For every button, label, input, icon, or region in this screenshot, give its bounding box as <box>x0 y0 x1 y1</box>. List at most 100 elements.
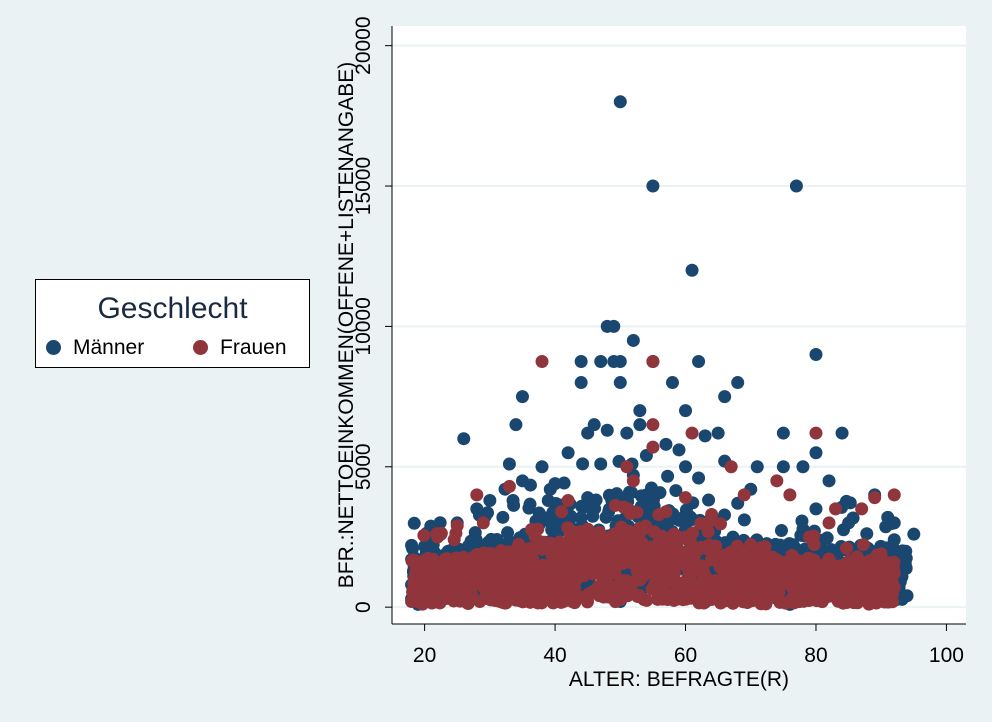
data-points <box>405 95 921 611</box>
point-maenner <box>750 460 764 474</box>
point-frauen <box>776 575 790 589</box>
point-frauen <box>409 555 423 569</box>
point-frauen <box>608 595 622 609</box>
point-maenner <box>661 469 675 483</box>
point-frauen <box>433 571 447 585</box>
point-frauen <box>802 530 816 544</box>
point-frauen <box>427 589 441 603</box>
y-tick-label: 0 <box>352 601 375 613</box>
point-frauen <box>659 505 673 519</box>
point-frauen <box>620 575 634 589</box>
point-frauen <box>783 488 797 502</box>
point-frauen <box>874 547 888 561</box>
point-maenner <box>669 484 683 498</box>
point-frauen <box>721 567 735 581</box>
point-maenner <box>679 404 693 418</box>
point-maenner <box>822 474 836 488</box>
point-maenner <box>692 354 706 368</box>
point-frauen <box>450 519 464 533</box>
point-maenner <box>809 502 823 516</box>
point-maenner <box>646 179 660 193</box>
point-frauen <box>648 582 662 596</box>
point-maenner <box>483 493 497 507</box>
point-maenner <box>887 533 901 547</box>
point-maenner <box>507 498 521 512</box>
point-maenner <box>581 491 595 505</box>
point-maenner <box>626 333 640 347</box>
point-frauen <box>630 505 644 519</box>
point-maenner <box>588 502 602 516</box>
point-frauen <box>502 479 516 493</box>
point-maenner <box>672 443 686 457</box>
x-axis-label: ALTER: BEFRAGTE(R) <box>569 668 789 691</box>
point-maenner <box>576 457 590 471</box>
point-frauen <box>868 572 882 586</box>
point-frauen <box>563 565 577 579</box>
point-frauen <box>484 593 498 607</box>
y-tick-label: 20000 <box>352 16 375 74</box>
point-maenner <box>860 527 874 541</box>
point-frauen <box>713 560 727 574</box>
point-maenner <box>502 457 516 471</box>
point-frauen <box>820 555 834 569</box>
point-frauen <box>713 517 727 531</box>
point-maenner <box>796 460 810 474</box>
point-frauen <box>705 551 719 565</box>
point-maenner <box>809 347 823 361</box>
point-frauen <box>856 538 870 552</box>
point-maenner <box>594 457 608 471</box>
point-frauen <box>555 554 569 568</box>
point-maenner <box>659 437 673 451</box>
point-maenner <box>581 426 595 440</box>
point-frauen <box>470 488 484 502</box>
point-frauen <box>541 540 555 554</box>
point-frauen <box>829 502 843 516</box>
x-tick-label: 60 <box>674 644 697 667</box>
point-frauen <box>523 595 537 609</box>
point-frauen <box>696 560 710 574</box>
point-maenner <box>776 426 790 440</box>
axis-ticks: 0 5000 10000 15000 20000 20 40 60 80 100 <box>352 16 964 667</box>
point-maenner <box>613 95 627 109</box>
point-frauen <box>571 590 585 604</box>
point-maenner <box>681 515 695 529</box>
point-maenner <box>820 531 834 545</box>
point-frauen <box>835 578 849 592</box>
point-frauen <box>499 581 513 595</box>
point-maenner <box>809 446 823 460</box>
point-frauen <box>586 526 600 540</box>
point-frauen <box>535 354 549 368</box>
point-frauen <box>652 543 666 557</box>
y-tick-label: 15000 <box>352 157 375 215</box>
point-maenner <box>469 533 483 547</box>
point-maenner <box>522 501 536 515</box>
point-frauen <box>668 547 682 561</box>
point-frauen <box>758 540 772 554</box>
legend-item-frauen: Frauen <box>193 336 287 360</box>
point-frauen <box>584 560 598 574</box>
point-frauen <box>636 523 650 537</box>
point-frauen <box>603 538 617 552</box>
point-frauen <box>622 550 636 564</box>
point-frauen <box>561 493 575 507</box>
point-frauen <box>669 531 683 545</box>
point-frauen <box>646 440 660 454</box>
point-frauen <box>608 498 622 512</box>
legend-marker-maenner <box>46 340 61 355</box>
point-maenner <box>496 510 510 524</box>
point-frauen <box>786 590 800 604</box>
point-frauen <box>637 568 651 582</box>
point-frauen <box>735 562 749 576</box>
point-frauen <box>594 587 608 601</box>
point-maenner <box>653 486 667 500</box>
point-maenner <box>577 500 591 514</box>
point-maenner <box>633 418 647 432</box>
point-maenner <box>711 426 725 440</box>
point-frauen <box>620 460 634 474</box>
point-frauen <box>418 553 432 567</box>
point-maenner <box>561 446 575 460</box>
point-frauen <box>685 426 699 440</box>
point-frauen <box>861 554 875 568</box>
point-frauen <box>809 426 823 440</box>
